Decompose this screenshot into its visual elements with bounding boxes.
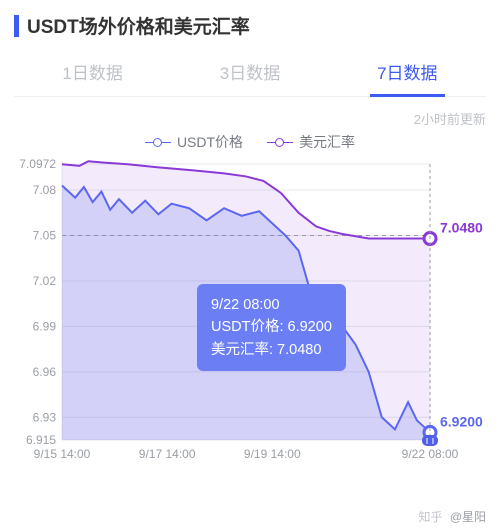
legend-usd: 美元汇率 [267, 132, 355, 152]
svg-text:6.99: 6.99 [33, 319, 57, 333]
legend-marker-icon [267, 138, 293, 147]
svg-text:7.02: 7.02 [33, 274, 57, 288]
svg-text:9/22 08:00: 9/22 08:00 [402, 447, 459, 461]
svg-text:7.08: 7.08 [33, 183, 57, 197]
chart-tooltip: 9/22 08:00USDT价格: 6.9200美元汇率: 7.0480 [197, 284, 346, 371]
svg-text:6.96: 6.96 [33, 365, 57, 379]
title-accent-bar [14, 15, 19, 37]
legend-marker-icon [145, 138, 171, 147]
footer-author: @星阳 [450, 510, 486, 524]
card-title: USDT场外价格和美元汇率 [27, 12, 250, 39]
svg-text:9/15 14:00: 9/15 14:00 [34, 447, 91, 461]
tab-7day[interactable]: 7日数据 [329, 49, 486, 96]
legend-usdt: USDT价格 [145, 132, 243, 152]
tab-3day[interactable]: 3日数据 [171, 49, 328, 96]
svg-text:7.0480: 7.0480 [440, 220, 483, 236]
source-footer: 知乎 @星阳 [418, 508, 486, 525]
range-tabs: 1日数据 3日数据 7日数据 [14, 49, 486, 97]
title-row: USDT场外价格和美元汇率 [14, 12, 486, 39]
chart-legend: USDT价格 美元汇率 [14, 132, 486, 152]
svg-text:9/17 14:00: 9/17 14:00 [139, 447, 196, 461]
chart-area[interactable]: 6.915 6.93 6.96 6.99 7.02 7.05 7.08 7.0972 9/15 … [14, 158, 486, 468]
svg-text:9/19 14:00: 9/19 14:00 [244, 447, 301, 461]
svg-text:7.05: 7.05 [33, 228, 57, 242]
svg-text:6.9200: 6.9200 [440, 413, 483, 429]
svg-text:7.0972: 7.0972 [19, 158, 56, 171]
tab-1day[interactable]: 1日数据 [14, 49, 171, 96]
svg-text:6.93: 6.93 [33, 410, 57, 424]
price-chart-card: USDT场外价格和美元汇率 1日数据 3日数据 7日数据 2小时前更新 USDT… [0, 0, 500, 529]
legend-label: 美元汇率 [299, 132, 355, 152]
svg-text:6.915: 6.915 [26, 433, 56, 447]
footer-site: 知乎 [418, 510, 442, 524]
last-updated: 2小时前更新 [14, 99, 488, 132]
legend-label: USDT价格 [177, 132, 243, 152]
